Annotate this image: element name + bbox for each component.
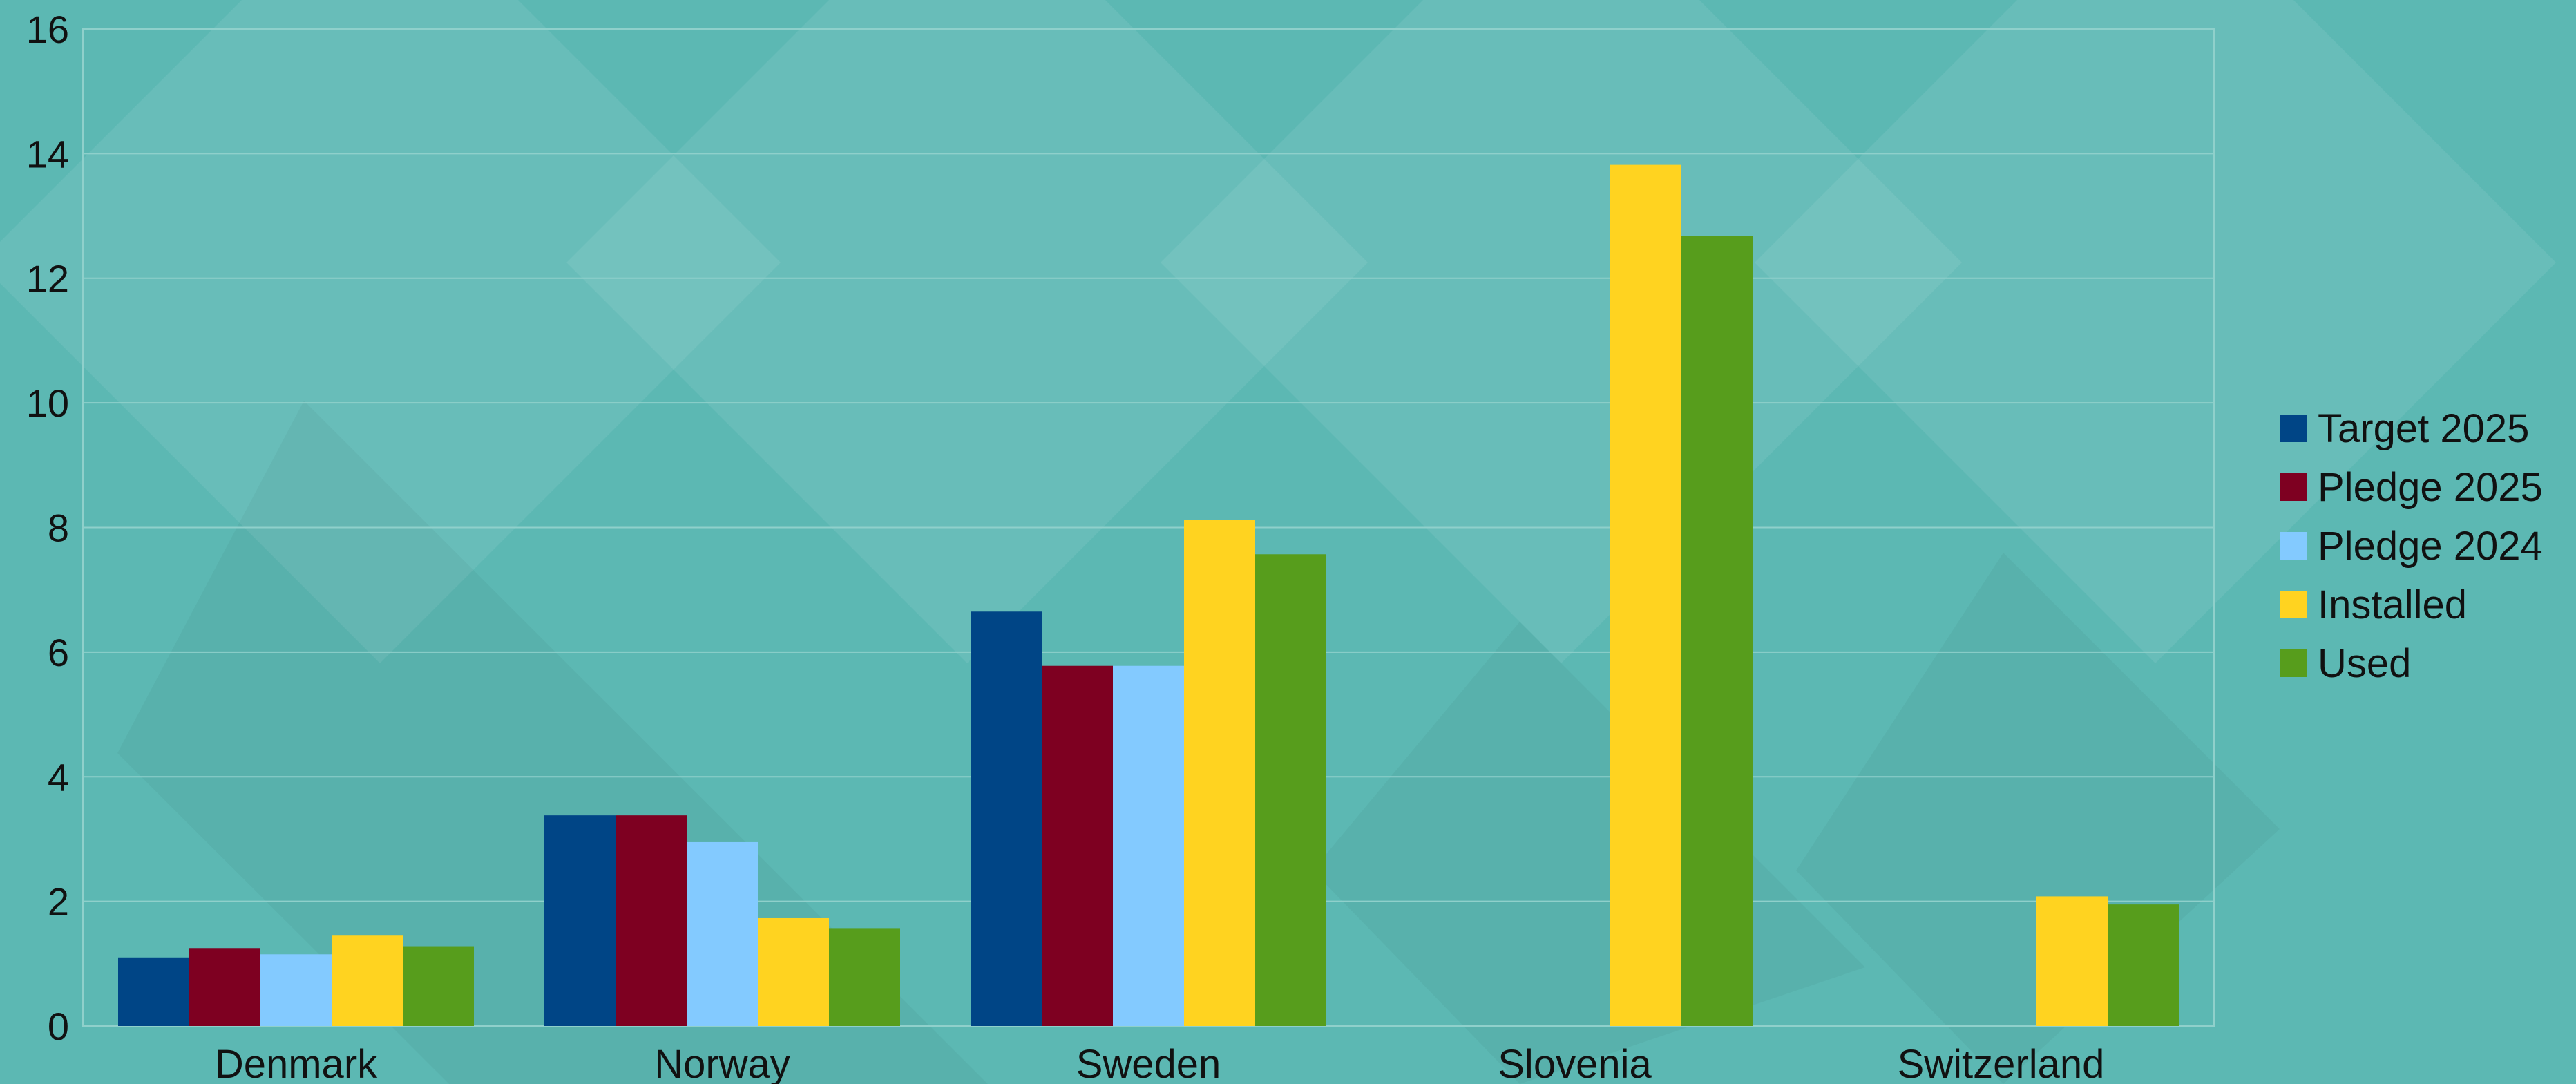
bar [189, 948, 260, 1026]
y-tick-label: 10 [26, 381, 69, 425]
y-tick-label: 0 [48, 1005, 69, 1048]
x-tick-label: Norway [654, 1042, 790, 1084]
bar [1610, 164, 1681, 1026]
bar [758, 917, 829, 1026]
y-tick-label: 8 [48, 506, 69, 550]
bar [616, 815, 687, 1026]
bar [332, 935, 403, 1026]
legend: Target 2025 Pledge 2025 Pledge 2024 Install… [2280, 406, 2543, 686]
bar [829, 928, 900, 1026]
bar [1255, 554, 1326, 1026]
bar [544, 815, 616, 1026]
legend-label: Installed [2318, 582, 2467, 627]
legend-swatch [2280, 415, 2307, 442]
y-tick-label: 14 [26, 132, 69, 175]
legend-label: Target 2025 [2318, 406, 2529, 451]
bar [2036, 896, 2108, 1026]
bar [2108, 904, 2179, 1026]
y-tick-label: 2 [48, 880, 69, 924]
legend-swatch [2280, 591, 2307, 618]
x-tick-label: Switzerland [1898, 1042, 2105, 1084]
bar [687, 841, 758, 1026]
y-tick-label: 16 [26, 8, 69, 51]
y-tick-label: 4 [48, 755, 69, 799]
bar [1681, 236, 1753, 1026]
bar [403, 946, 474, 1026]
legend-label: Used [2318, 641, 2411, 686]
bar [1184, 520, 1255, 1026]
legend-swatch [2280, 649, 2307, 677]
x-axis: Denmark Norway Sweden Slovenia Switzerland [215, 1042, 2105, 1084]
bar-series [118, 164, 2179, 1026]
bar [1113, 665, 1184, 1026]
y-axis: 0 2 4 6 8 10 12 14 16 [26, 8, 69, 1048]
y-tick-label: 6 [48, 631, 69, 674]
bar [971, 611, 1042, 1026]
legend-swatch [2280, 532, 2307, 560]
legend-swatch [2280, 473, 2307, 501]
legend-label: Pledge 2025 [2318, 465, 2543, 510]
x-tick-label: Slovenia [1498, 1042, 1652, 1084]
legend-label: Pledge 2024 [2318, 524, 2543, 569]
bar [1042, 665, 1113, 1026]
y-tick-label: 12 [26, 257, 69, 301]
x-tick-label: Sweden [1076, 1042, 1221, 1084]
bar [118, 957, 189, 1026]
bar [260, 954, 332, 1026]
x-tick-label: Denmark [215, 1042, 378, 1084]
